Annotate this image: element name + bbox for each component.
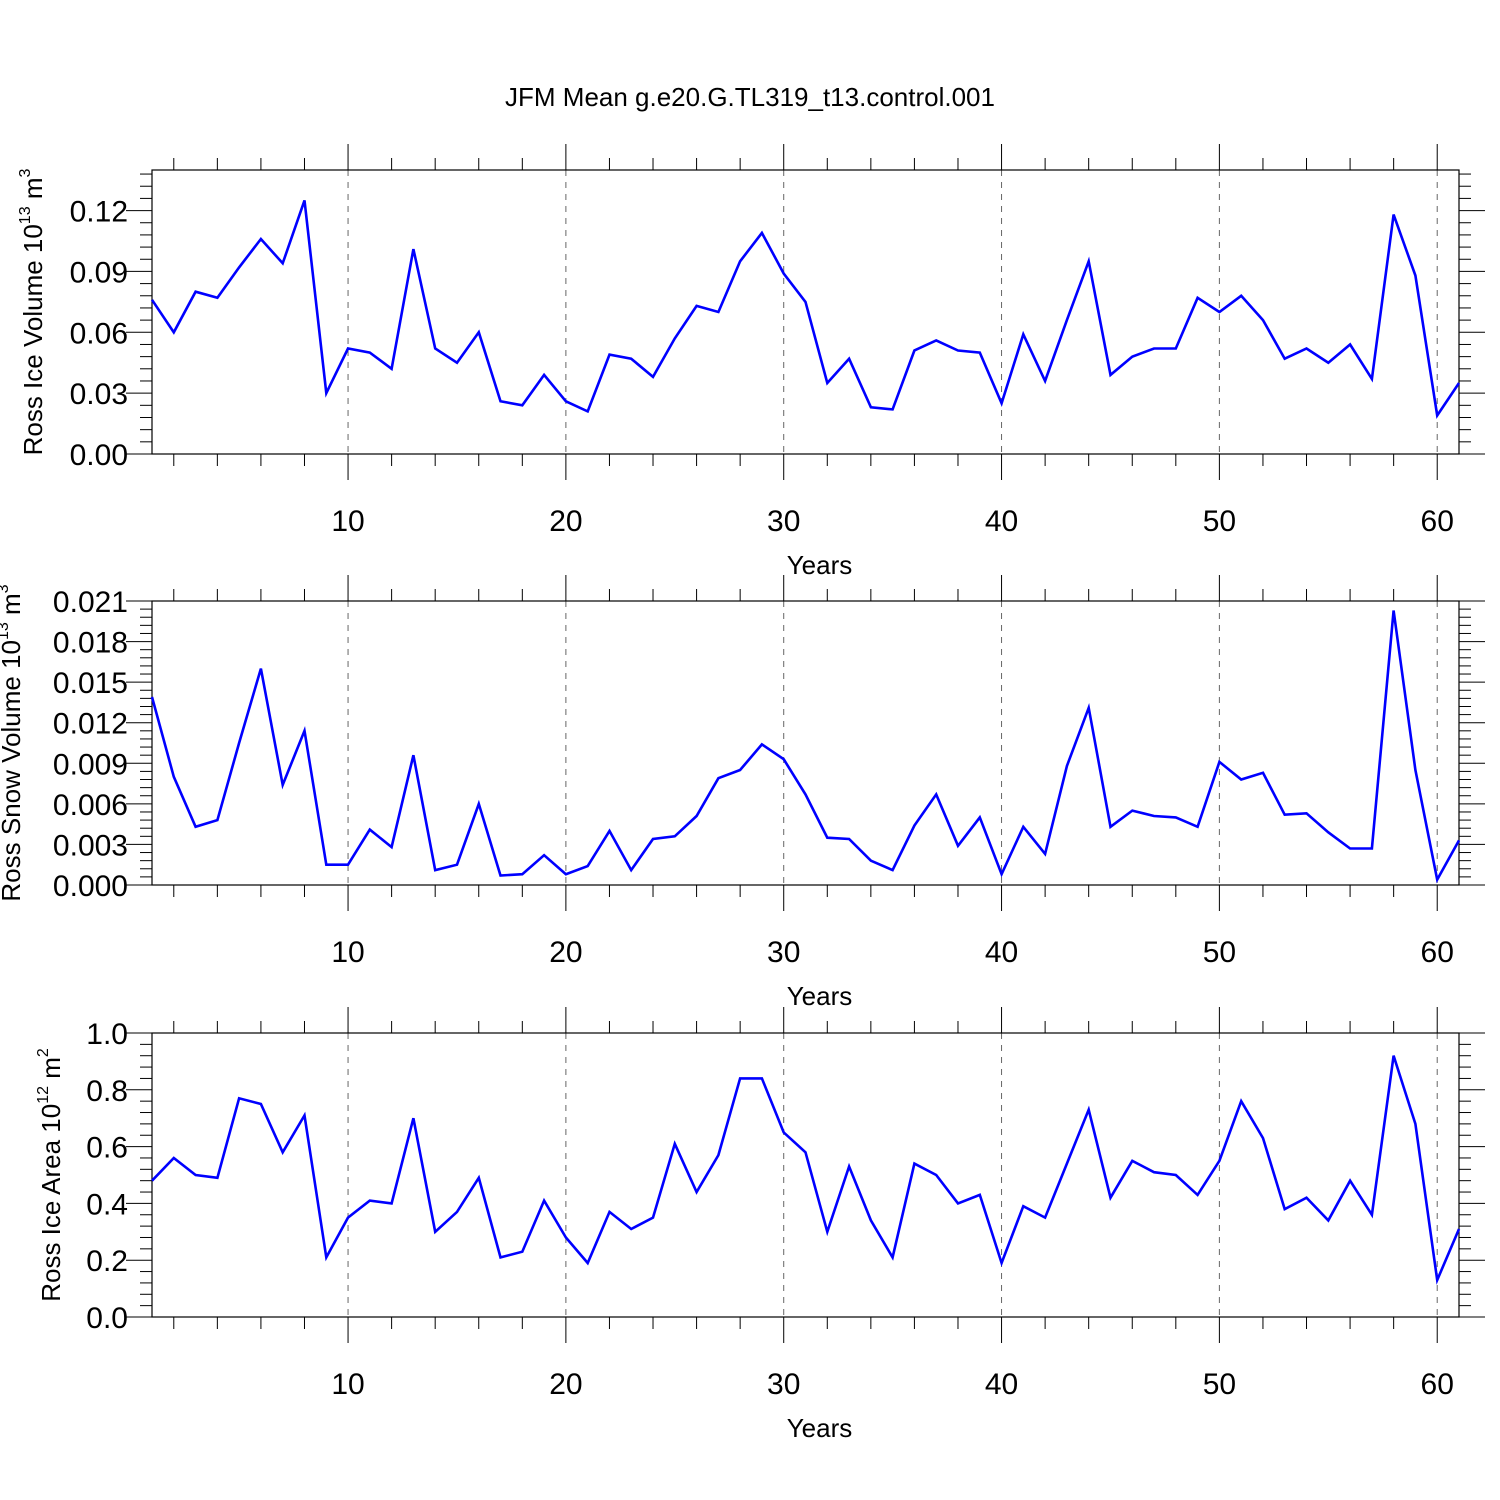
x-tick-label: 40 [985, 936, 1018, 969]
x-tick-label: 10 [331, 505, 364, 538]
x-tick-label: 10 [331, 1368, 364, 1401]
y-axis-title-text: Ross Ice Volume 10 [18, 224, 48, 455]
x-tick-label: 40 [985, 505, 1018, 538]
x-tick-label: 50 [1203, 936, 1236, 969]
y-tick-label: 0.06 [70, 317, 128, 350]
x-tick-label: 40 [985, 1368, 1018, 1401]
y-axis-title: Ross Ice Volume 1013 m3 [17, 168, 48, 455]
y-axis-title-exponent: 12 [35, 1086, 52, 1104]
y-tick-label: 0.8 [86, 1075, 128, 1108]
panel-ice-area: 10 20 30 40 50 60 0.0 0.2 0.4 0.6 0.8 1.0 Years Ross … [35, 1007, 1485, 1443]
x-axis-title: Years [787, 550, 853, 580]
y-axis-title-unit-exponent: 3 [0, 584, 12, 593]
panels: 10 20 30 40 50 600.000.030.060.090.12YearsRos… [0, 144, 1485, 1443]
y-axis-title: Ross Ice Area 1012 m2 [35, 1048, 66, 1302]
y-tick-label: 0.09 [70, 256, 128, 289]
y-tick-label: 0.00 [70, 439, 128, 472]
series-line-ice-area [151, 1055, 1461, 1285]
y-axis-title-unit-exponent: 2 [35, 1048, 52, 1057]
plot-frame [151, 169, 1460, 455]
y-tick-label: 1.0 [86, 1018, 128, 1051]
y-tick-label: 0.003 [53, 829, 128, 862]
plot-frame [151, 600, 1460, 886]
y-tick-label: 0.015 [53, 667, 128, 700]
x-tick-label: 60 [1421, 505, 1454, 538]
y-tick-label: 0.012 [53, 708, 128, 741]
x-tick-label: 30 [767, 505, 800, 538]
y-axis-title-exponent: 13 [17, 206, 34, 224]
series-line-snow-volume [150, 610, 1461, 884]
y-axis-title-exponent: 13 [0, 622, 12, 640]
x-tick-label: 20 [549, 936, 582, 969]
y-axis-title-unit: m [0, 593, 26, 622]
y-tick-label: 0.021 [53, 586, 128, 619]
y-tick-label: 0.6 [86, 1132, 128, 1165]
x-axis-title: Years [787, 1413, 853, 1443]
y-tick-label: 0.12 [70, 196, 128, 229]
y-tick-label: 0.4 [86, 1188, 128, 1221]
y-axis-title: Ross Snow Volume 1013 m3 [0, 584, 26, 901]
plot-frame [151, 1032, 1460, 1318]
y-tick-label: 0.03 [70, 378, 128, 411]
y-axis-title-unit: m [36, 1057, 66, 1086]
panel-ice-volume: 10 20 30 40 50 60 0.00 0.03 0.06 0.09 0.12 Years Ros… [17, 144, 1485, 580]
y-axis-title-unit-exponent: 3 [17, 168, 34, 177]
x-axis-title: Years [787, 981, 853, 1011]
x-tick-label: 30 [767, 1368, 800, 1401]
x-tick-label: 20 [549, 1368, 582, 1401]
chart-title: JFM Mean g.e20.G.TL319_t13.control.001 [505, 82, 995, 112]
x-tick-label: 20 [549, 505, 582, 538]
panel-snow-volume: 10 20 30 40 50 60 0.000 0.003 0.006 0.009 0.012 0.0… [0, 575, 1485, 1011]
x-tick-label: 10 [331, 936, 364, 969]
x-tick-label: 60 [1421, 1368, 1454, 1401]
y-tick-label: 0.000 [53, 870, 128, 903]
x-tick-label: 50 [1203, 505, 1236, 538]
x-tick-label: 30 [767, 936, 800, 969]
y-tick-label: 0.009 [53, 748, 128, 781]
series-line-ice-volume [150, 199, 1461, 419]
y-tick-label: 0.2 [86, 1245, 128, 1278]
y-axis-title-unit: m [18, 177, 48, 206]
y-tick-label: 0.006 [53, 789, 128, 822]
y-axis-title-text: Ross Ice Area 10 [36, 1104, 66, 1302]
y-axis-title-text: Ross Snow Volume 10 [0, 640, 26, 902]
x-tick-label: 60 [1421, 936, 1454, 969]
y-tick-label: 0.018 [53, 627, 128, 660]
x-tick-label: 50 [1203, 1368, 1236, 1401]
y-tick-label: 0.0 [86, 1302, 128, 1335]
